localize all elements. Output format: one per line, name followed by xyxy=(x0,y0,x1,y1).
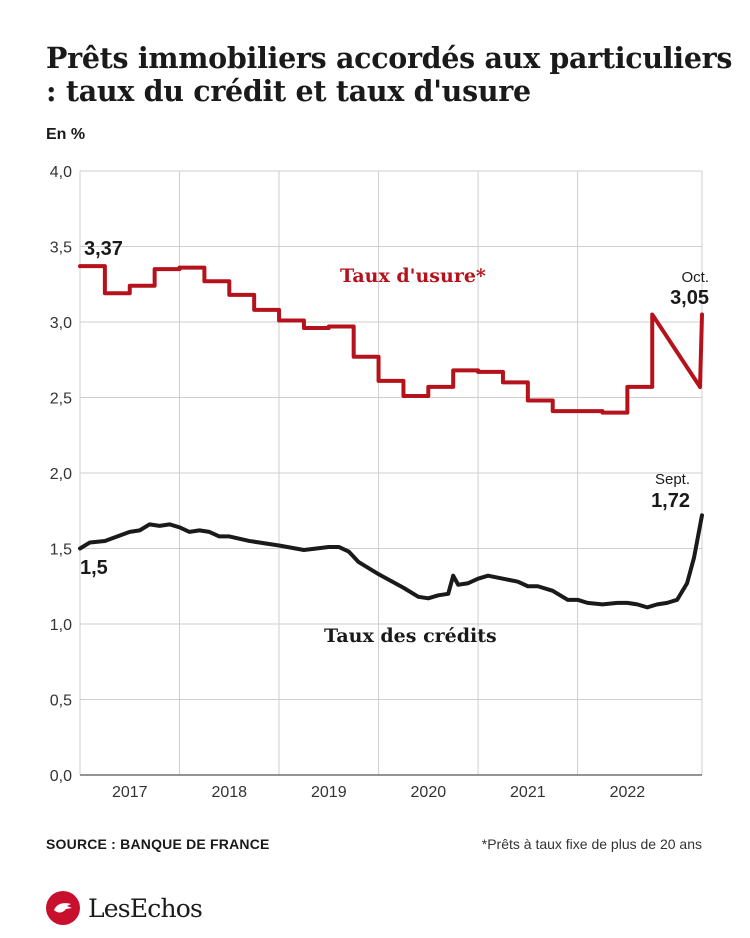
y-tick-label: 2,0 xyxy=(50,466,72,483)
data-label: Oct. xyxy=(681,269,709,286)
brand-name: LesEchos xyxy=(88,893,203,923)
series-line-taux-credits xyxy=(78,513,704,610)
y-tick-label: 0,0 xyxy=(50,768,72,785)
x-tick-label: 2019 xyxy=(311,784,347,801)
x-axis-ticks: 2017 2018 2019 2020 2021 2022 xyxy=(112,784,645,801)
data-label: Taux des crédits xyxy=(324,625,497,647)
annotations: 3,37 Taux d'usure* Oct.3,05 1,5 Taux des cré… xyxy=(80,238,709,647)
series-lines xyxy=(78,264,704,610)
les-echos-logo-icon xyxy=(46,891,80,925)
chart-title: Prêts immobiliers accordés aux particuli… xyxy=(46,41,733,108)
data-label: 3,37 xyxy=(84,238,123,260)
y-tick-label: 0,5 xyxy=(50,693,72,710)
data-label: 3,05 xyxy=(670,287,709,309)
data-label: Taux d'usure* xyxy=(340,265,486,287)
y-tick-label: 3,5 xyxy=(50,240,72,257)
series-line-taux-usure xyxy=(78,264,703,415)
data-label: Sept. xyxy=(655,471,690,488)
x-tick-label: 2020 xyxy=(411,784,447,801)
y-tick-label: 3,0 xyxy=(50,315,72,332)
line-chart: 0,0 0,5 1,0 1,5 2,0 2,5 3,0 3,5 4,0 2017 2018 2019… xyxy=(50,164,709,801)
x-tick-label: 2021 xyxy=(510,784,546,801)
y-axis-ticks: 0,0 0,5 1,0 1,5 2,0 2,5 3,0 3,5 4,0 xyxy=(50,164,72,785)
footnote: *Prêts à taux fixe de plus de 20 ans xyxy=(481,836,702,852)
grid-lines xyxy=(79,170,703,776)
x-tick-label: 2022 xyxy=(610,784,646,801)
y-tick-label: 4,0 xyxy=(50,164,72,181)
data-label: 1,72 xyxy=(651,490,690,512)
source-label: SOURCE : BANQUE DE FRANCE xyxy=(46,836,270,852)
series-line-taux-usure-end xyxy=(698,312,704,389)
brand-logo: LesEchos xyxy=(46,890,203,926)
y-tick-label: 1,0 xyxy=(50,617,72,634)
x-tick-label: 2018 xyxy=(211,784,247,801)
x-tick-label: 2017 xyxy=(112,784,148,801)
data-label: 1,5 xyxy=(80,557,108,579)
y-tick-label: 1,5 xyxy=(50,542,72,559)
y-tick-label: 2,5 xyxy=(50,391,72,408)
unit-label: En % xyxy=(46,126,86,143)
